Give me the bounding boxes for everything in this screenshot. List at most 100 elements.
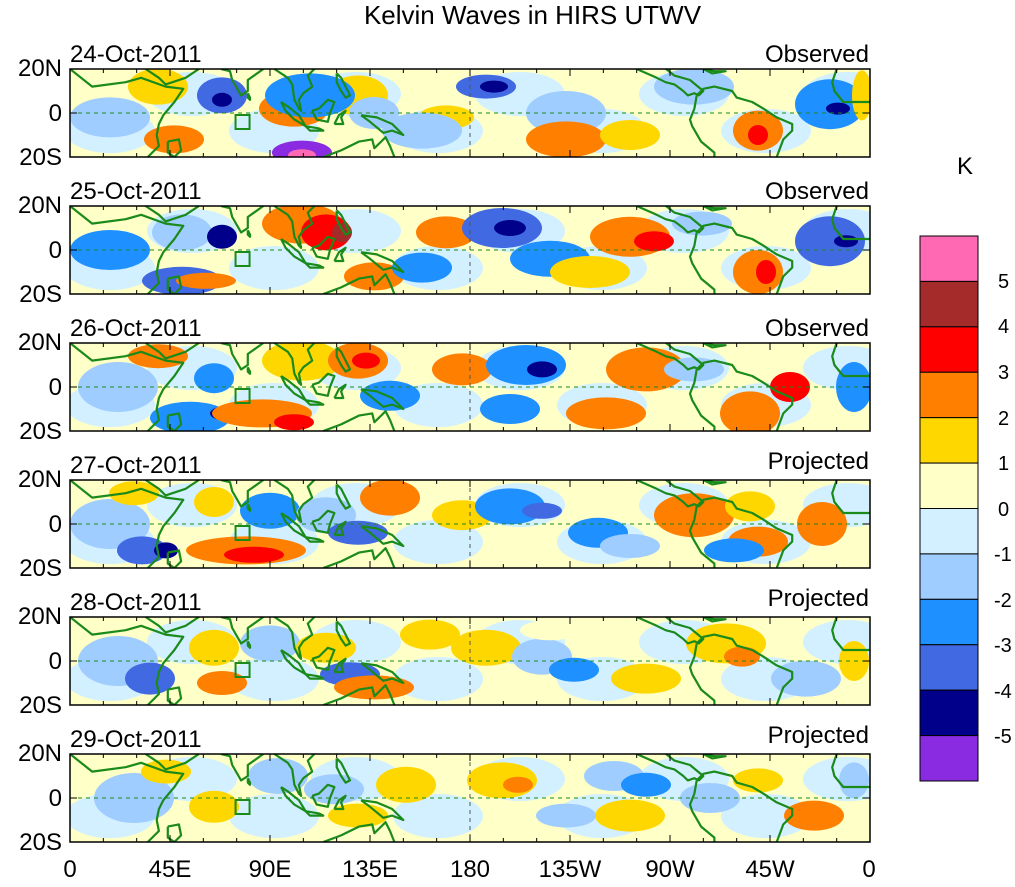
anomaly-contour	[197, 671, 247, 695]
map-panel	[69, 616, 871, 706]
anomaly-contour	[194, 363, 234, 394]
coastline	[335, 620, 352, 647]
coastline	[144, 480, 200, 497]
anomaly-contour	[721, 794, 811, 838]
y-tick-label: 20S	[19, 692, 62, 719]
x-tick-label: 180	[449, 856, 491, 883]
coastline	[360, 251, 405, 274]
anomaly-contour	[536, 803, 596, 828]
y-tick-label: 20N	[17, 466, 62, 493]
coastline	[831, 69, 870, 104]
coastline	[70, 480, 185, 568]
coastline	[273, 617, 316, 660]
anomaly-contour	[194, 487, 234, 517]
coastline	[166, 138, 183, 157]
colorbar-segment	[919, 644, 979, 691]
colorbar-label: 1	[998, 453, 1010, 475]
panel-date: 28-Oct-2011	[70, 589, 202, 616]
anomaly-contour	[720, 391, 780, 431]
coastline	[144, 617, 200, 634]
coastline	[702, 206, 727, 212]
coastline	[166, 823, 183, 842]
colorbar-label: -3	[994, 635, 1012, 657]
anomaly-contour	[152, 214, 212, 251]
y-tick-label: 20N	[17, 55, 62, 82]
map-panel	[69, 753, 871, 843]
anomaly-contour	[451, 629, 521, 666]
coastline	[273, 69, 316, 112]
coastline	[831, 343, 870, 378]
y-tick-label: 20N	[17, 740, 62, 767]
coastline	[695, 359, 794, 431]
coastline	[144, 69, 200, 86]
coastline	[70, 617, 185, 705]
coastline	[70, 69, 185, 157]
colorbar-unit: K	[957, 153, 974, 180]
anomaly-contour	[125, 662, 175, 695]
coastline	[702, 343, 727, 349]
anomaly-contour	[432, 353, 492, 386]
region-box	[234, 388, 251, 404]
coastline	[360, 525, 405, 548]
anomaly-contour	[600, 534, 660, 558]
anomaly-contour	[834, 235, 858, 248]
coastline	[695, 770, 794, 842]
coastline	[220, 343, 264, 371]
map-content	[70, 617, 870, 705]
anomaly-contour	[839, 762, 869, 799]
map-content	[70, 69, 870, 157]
colorbar-label: -5	[994, 726, 1012, 748]
y-tick-label: 20S	[19, 555, 62, 582]
anomaly-contour	[756, 260, 776, 284]
coastline	[360, 114, 405, 137]
anomaly-contour	[480, 394, 540, 424]
region-box	[234, 114, 251, 130]
map-content	[70, 754, 870, 842]
panel-kind: Observed	[764, 178, 869, 205]
coastline	[246, 366, 252, 375]
map-panel	[69, 205, 871, 295]
anomaly-contour	[600, 120, 660, 150]
colorbar-segment	[919, 326, 979, 373]
anomaly-contour	[262, 343, 342, 381]
coastline	[220, 69, 264, 97]
anomaly-contour	[150, 401, 230, 431]
coastline	[166, 275, 183, 294]
x-tick-label: 45W	[745, 856, 795, 883]
panel-date: 24-Oct-2011	[70, 41, 202, 68]
anomaly-contour	[360, 380, 420, 411]
anomaly-contour	[382, 112, 462, 149]
y-tick-label: 20S	[19, 281, 62, 308]
coastline	[273, 754, 316, 797]
anomaly-contour	[176, 272, 236, 289]
coastline	[322, 684, 396, 705]
coastline	[688, 232, 716, 294]
coastline	[304, 125, 325, 132]
anomaly-contour	[852, 70, 870, 121]
anomaly-contour	[606, 347, 686, 392]
anomaly-contour	[189, 790, 239, 823]
colorbar-segment	[919, 735, 979, 782]
anomaly-contour	[212, 92, 232, 107]
anomaly-contour	[520, 620, 580, 641]
y-tick-label: 20S	[19, 418, 62, 445]
coastline	[273, 343, 316, 386]
coastline	[360, 388, 405, 411]
coastline	[636, 617, 705, 645]
y-tick-label: 0	[48, 785, 62, 812]
coastline	[831, 480, 870, 515]
coastline	[695, 496, 794, 568]
colorbar-segment	[919, 553, 979, 600]
figure-title: Kelvin Waves in HIRS UTWV	[363, 0, 702, 30]
colorbar-segment	[919, 598, 979, 646]
coastline	[144, 206, 200, 223]
anomaly-contour	[795, 216, 865, 267]
coastline	[304, 536, 325, 543]
anomaly-contour	[393, 794, 483, 838]
anomaly-contour	[360, 480, 420, 516]
anomaly-contour	[494, 220, 526, 236]
map-content	[70, 206, 870, 294]
coastline	[70, 754, 185, 842]
coastline	[311, 646, 336, 671]
map-panel	[69, 68, 871, 158]
